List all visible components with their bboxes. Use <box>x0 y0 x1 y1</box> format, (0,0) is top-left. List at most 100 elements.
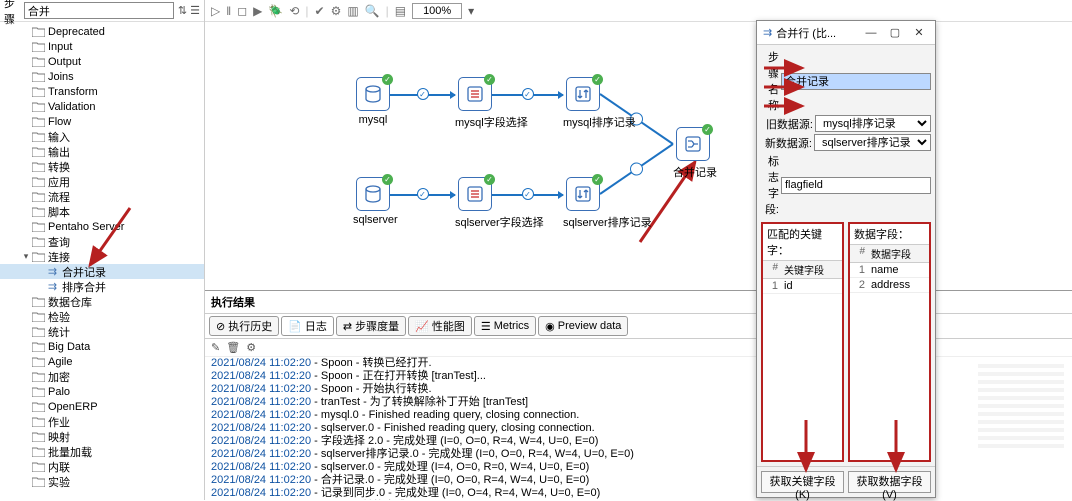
preview-icon[interactable]: ▶ <box>253 4 262 18</box>
hop[interactable]: ✓ <box>492 194 563 196</box>
tree-folder[interactable]: Pentaho Server <box>0 219 204 234</box>
log-settings-icon[interactable]: ⚙ <box>246 341 256 354</box>
tree-folder[interactable]: 内联 <box>0 459 204 474</box>
tree-item-label: 内联 <box>48 459 70 475</box>
step-tree[interactable]: DeprecatedInputOutputJoinsTransformValid… <box>0 22 204 500</box>
zoom-dropdown-icon[interactable]: ▾ <box>468 4 474 18</box>
results-tab[interactable]: ☰Metrics <box>474 316 536 336</box>
tree-folder[interactable]: 统计 <box>0 324 204 339</box>
tree-folder[interactable]: Transform <box>0 84 204 99</box>
folder-icon <box>32 86 45 97</box>
results-tab[interactable]: ⊘执行历史 <box>209 316 279 336</box>
show-results-icon[interactable]: ▤ <box>395 4 406 18</box>
log-line: 2021/08/24 11:02:20 - Spoon - 开始执行转换. <box>211 383 1066 396</box>
results-tab[interactable]: 📈性能图 <box>408 316 472 336</box>
data-fields-panel: 数据字段： #数据字段 1name2address <box>848 222 931 462</box>
tree-collapse-icon[interactable]: ☰ <box>190 4 200 17</box>
impact-icon[interactable]: ⚙ <box>331 4 342 18</box>
folder-icon <box>32 386 45 397</box>
flag-field-input[interactable] <box>781 177 931 194</box>
old-source-select[interactable]: mysql排序记录 <box>815 115 931 132</box>
pause-icon[interactable]: ‖ <box>226 4 231 18</box>
sidebar-header: 步骤 ⇅ ☰ <box>0 0 204 22</box>
tree-folder[interactable]: 加密 <box>0 369 204 384</box>
flow-node-sqlserver[interactable]: ✓sqlserver <box>353 177 393 226</box>
results-tab[interactable]: 📄日志 <box>281 316 334 336</box>
tree-folder[interactable]: 数据仓库 <box>0 294 204 309</box>
tree-expand-icon[interactable]: ⇅ <box>178 4 187 17</box>
tree-folder[interactable]: ▾连接 <box>0 249 204 264</box>
results-tab[interactable]: ⇄步骤度量 <box>336 316 406 336</box>
flow-node-mysqlsel[interactable]: ✓mysql字段选择 <box>455 77 495 130</box>
tree-folder[interactable]: Joins <box>0 69 204 84</box>
get-key-fields-button[interactable]: 获取关键字段 (K) <box>761 471 844 493</box>
tree-folder[interactable]: 应用 <box>0 174 204 189</box>
tree-step[interactable]: ⇉合并记录 <box>0 264 204 279</box>
close-button[interactable]: ✕ <box>909 26 929 39</box>
tree-folder[interactable]: 转换 <box>0 159 204 174</box>
tree-folder[interactable]: 作业 <box>0 414 204 429</box>
flow-node-merge[interactable]: ✓合并记录 <box>673 127 713 180</box>
hop[interactable]: ✓ <box>390 94 455 96</box>
maximize-button[interactable]: ▢ <box>885 26 905 39</box>
dialog-titlebar[interactable]: ⇉ 合并行 (比... — ▢ ✕ <box>757 21 935 45</box>
tree-folder[interactable]: 实验 <box>0 474 204 489</box>
tree-folder[interactable]: Input <box>0 39 204 54</box>
tree-folder[interactable]: Validation <box>0 99 204 114</box>
log-line: 2021/08/24 11:02:20 - Spoon - 转换已经打开. <box>211 357 1066 370</box>
tree-folder[interactable]: Output <box>0 54 204 69</box>
explore-icon[interactable]: 🔍 <box>365 4 380 18</box>
flow-node-sqlsel[interactable]: ✓sqlserver字段选择 <box>455 177 495 230</box>
log-area[interactable]: 2021/08/24 11:02:20 - Spoon - 转换已经打开. 202… <box>205 357 1072 500</box>
results-tab[interactable]: ◉Preview data <box>538 316 628 336</box>
flow-node-mysqlsort[interactable]: ✓mysql排序记录 <box>563 77 603 130</box>
tree-folder[interactable]: Agile <box>0 354 204 369</box>
tree-folder[interactable]: 输出 <box>0 144 204 159</box>
flow-node-label: mysql字段选择 <box>455 114 495 130</box>
tree-folder[interactable]: Big Data <box>0 339 204 354</box>
search-input[interactable] <box>24 2 174 19</box>
tree-folder[interactable]: 输入 <box>0 129 204 144</box>
data-fields-table[interactable]: #数据字段 1name2address <box>850 245 929 460</box>
new-source-select[interactable]: sqlserver排序记录 <box>814 134 931 151</box>
hop[interactable]: ✓ <box>492 94 563 96</box>
tree-folder[interactable]: 映射 <box>0 429 204 444</box>
verify-icon[interactable]: ✔ <box>315 4 325 18</box>
folder-icon <box>32 41 45 52</box>
key-fields-table[interactable]: #关键字段 1id <box>763 261 842 460</box>
replay-icon[interactable]: ⟲ <box>289 4 299 18</box>
hop[interactable]: ✓ <box>390 194 455 196</box>
get-data-fields-button[interactable]: 获取数据字段(V) <box>848 471 931 493</box>
tree-step[interactable]: ⇉排序合并 <box>0 279 204 294</box>
tree-folder[interactable]: Palo <box>0 384 204 399</box>
log-clear-icon[interactable]: ✎ <box>211 341 220 354</box>
folder-icon <box>32 356 45 367</box>
stop-icon[interactable]: ◻ <box>237 4 247 18</box>
debug-icon[interactable]: 🪲 <box>268 4 283 18</box>
zoom-input[interactable] <box>412 3 462 19</box>
tree-folder[interactable]: Flow <box>0 114 204 129</box>
log-delete-icon[interactable]: 🗑 <box>226 341 240 354</box>
minimize-button[interactable]: — <box>861 27 881 39</box>
table-row[interactable]: 2address <box>850 278 929 293</box>
folder-icon <box>32 131 45 142</box>
transformation-canvas[interactable]: ✓mysql✓mysql字段选择✓mysql排序记录✓sqlserver✓sql… <box>205 22 1072 290</box>
log-line: 2021/08/24 11:02:20 - sqlserver排序记录.0 - … <box>211 448 1066 461</box>
sql-icon[interactable]: ▥ <box>347 4 358 18</box>
flow-node-sqlsort[interactable]: ✓sqlserver排序记录 <box>563 177 603 230</box>
tree-folder[interactable]: OpenERP <box>0 399 204 414</box>
tree-folder[interactable]: 流程 <box>0 189 204 204</box>
tree-folder[interactable]: 批量加载 <box>0 444 204 459</box>
table-row[interactable]: 1name <box>850 263 929 278</box>
tree-folder[interactable]: 查询 <box>0 234 204 249</box>
tree-folder[interactable]: Deprecated <box>0 24 204 39</box>
tree-item-label: OpenERP <box>48 401 98 413</box>
old-source-label: 旧数据源: <box>761 116 813 132</box>
table-row[interactable]: 1id <box>763 279 842 294</box>
flow-node-mysql[interactable]: ✓mysql <box>353 77 393 126</box>
tree-folder[interactable]: 脚本 <box>0 204 204 219</box>
tree-folder[interactable]: 检验 <box>0 309 204 324</box>
step-name-input[interactable] <box>781 73 931 90</box>
folder-icon <box>32 461 45 472</box>
run-icon[interactable]: ▷ <box>211 4 220 18</box>
